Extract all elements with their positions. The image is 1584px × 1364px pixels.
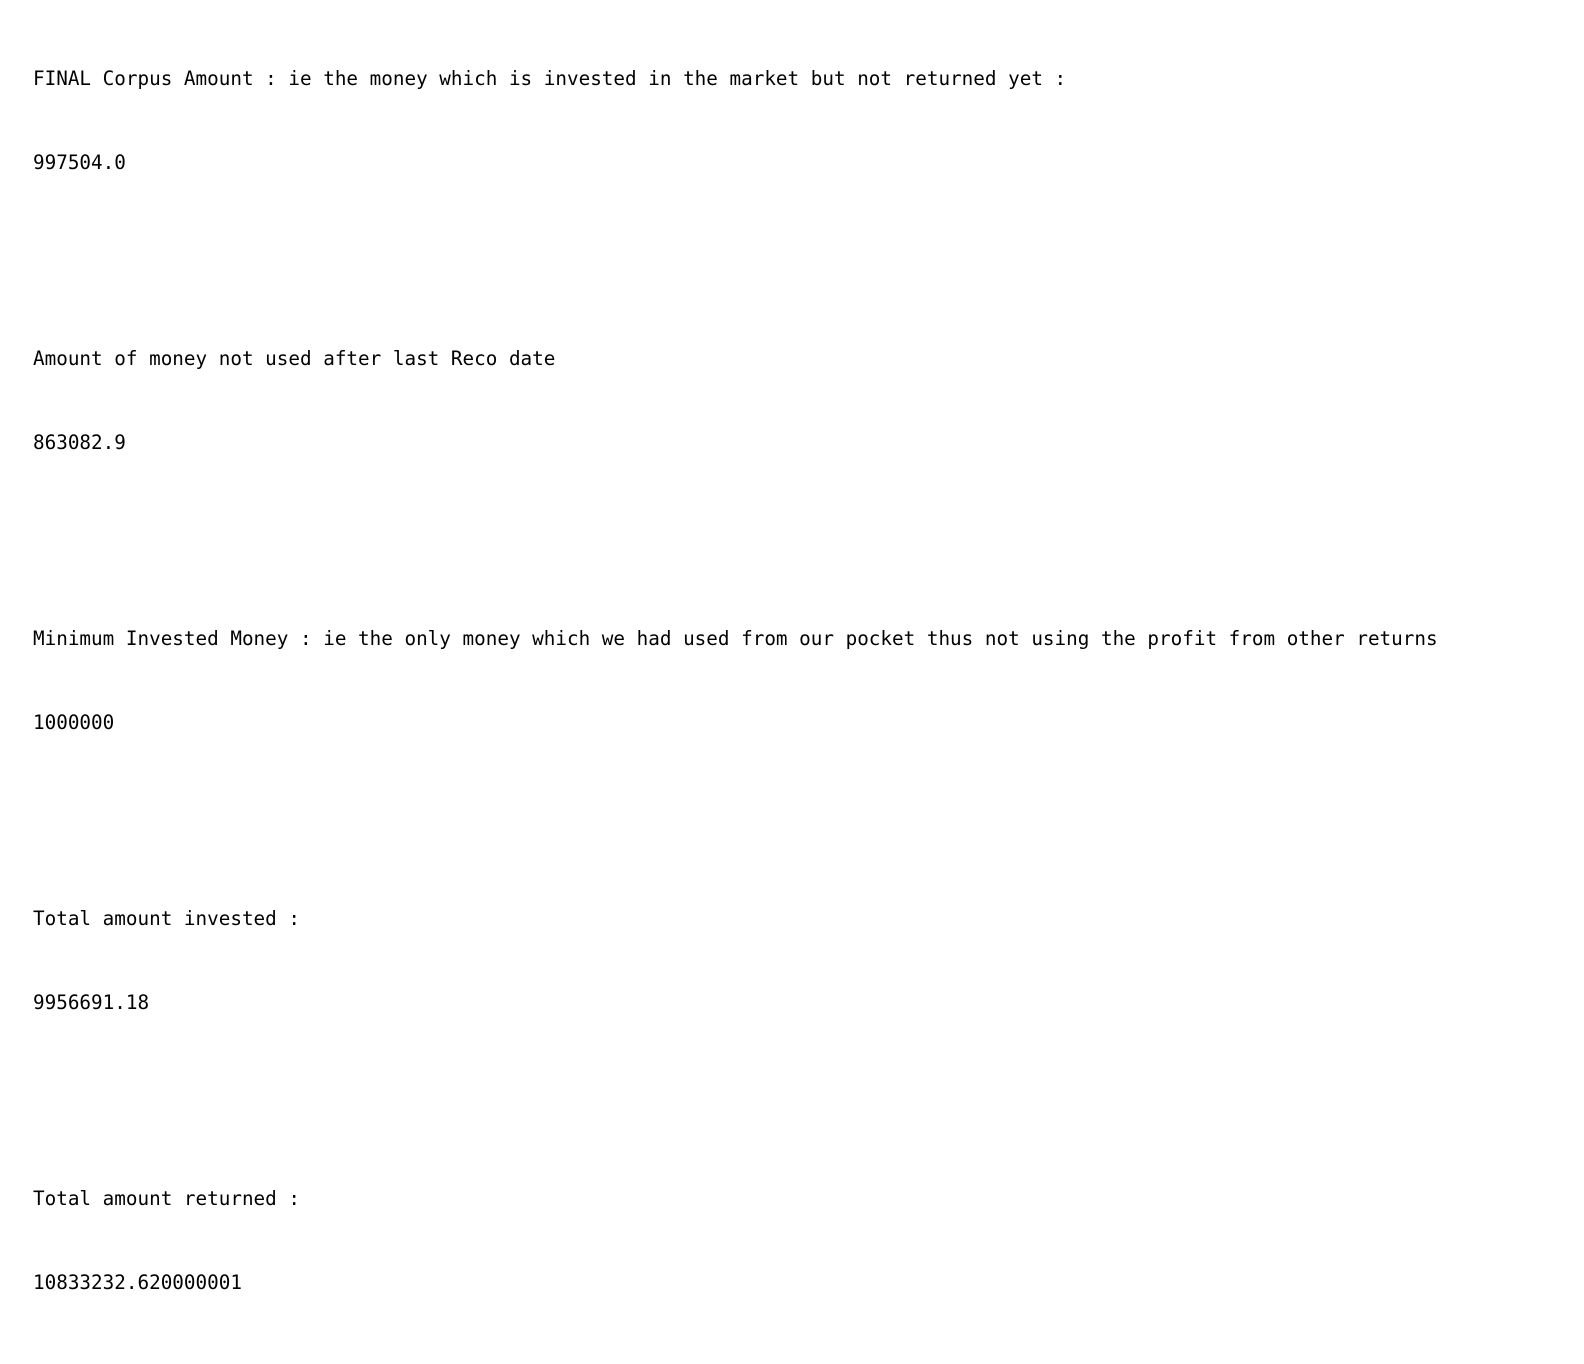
total-returned-value: 10833232.620000001 [33,1271,242,1294]
cell-output: FINAL Corpus Amount : ie the money which… [33,9,1578,1364]
unused-money-value: 863082.9 [33,431,126,454]
blank-line [33,793,1578,821]
minimum-invested-label: Minimum Invested Money : ie the only mon… [33,627,1438,650]
unused-money-label: Amount of money not used after last Reco… [33,347,556,370]
blank-line [33,513,1578,541]
blank-line [33,1073,1578,1101]
minimum-invested-value: 1000000 [33,711,115,734]
blank-line [33,1353,1578,1364]
final-corpus-value: 997504.0 [33,151,126,174]
blank-line [33,233,1578,261]
final-corpus-label: FINAL Corpus Amount : ie the money which… [33,67,1067,90]
total-invested-label: Total amount invested : [33,907,300,930]
total-invested-value: 9956691.18 [33,991,150,1014]
total-returned-label: Total amount returned : [33,1187,300,1210]
